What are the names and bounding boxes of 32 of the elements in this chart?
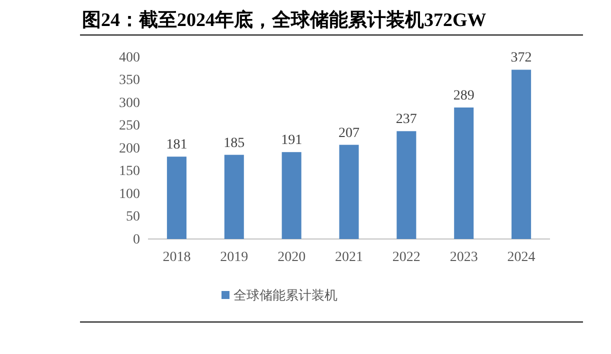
y-tick-label: 100	[119, 186, 140, 202]
y-tick-label: 350	[119, 73, 140, 88]
y-tick-label: 400	[119, 50, 140, 66]
y-tick-label: 200	[119, 141, 140, 156]
data-label: 289	[453, 88, 474, 104]
x-tick-label: 2024	[507, 250, 536, 265]
bar	[224, 154, 244, 239]
data-label: 237	[396, 112, 417, 128]
y-tick-label: 300	[119, 96, 140, 111]
data-label: 372	[510, 50, 532, 66]
bar	[512, 70, 532, 239]
y-tick-label: 150	[119, 164, 140, 180]
data-label: 185	[224, 136, 245, 151]
data-label: 207	[338, 126, 360, 141]
x-tick-label: 2018	[162, 250, 191, 265]
x-tick-label: 2023	[450, 250, 478, 265]
x-tick-label: 2020	[278, 250, 306, 265]
bar	[166, 156, 186, 239]
bar	[282, 152, 302, 239]
y-tick-label: 250	[119, 118, 140, 134]
bar	[339, 144, 359, 239]
bar	[396, 131, 416, 239]
legend-label: 全球储能累计装机	[234, 288, 338, 304]
x-tick-label: 2019	[220, 250, 248, 265]
chart-title: 图24：截至2024年底，全球储能累计装机372GW	[82, 9, 486, 31]
y-tick-label: 50	[126, 210, 140, 225]
bar	[454, 108, 474, 239]
data-label: 181	[166, 138, 188, 153]
y-tick-label: 0	[133, 232, 140, 248]
x-tick-label: 2022	[392, 250, 420, 265]
data-label: 191	[281, 133, 302, 148]
x-tick-label: 2021	[335, 250, 363, 265]
